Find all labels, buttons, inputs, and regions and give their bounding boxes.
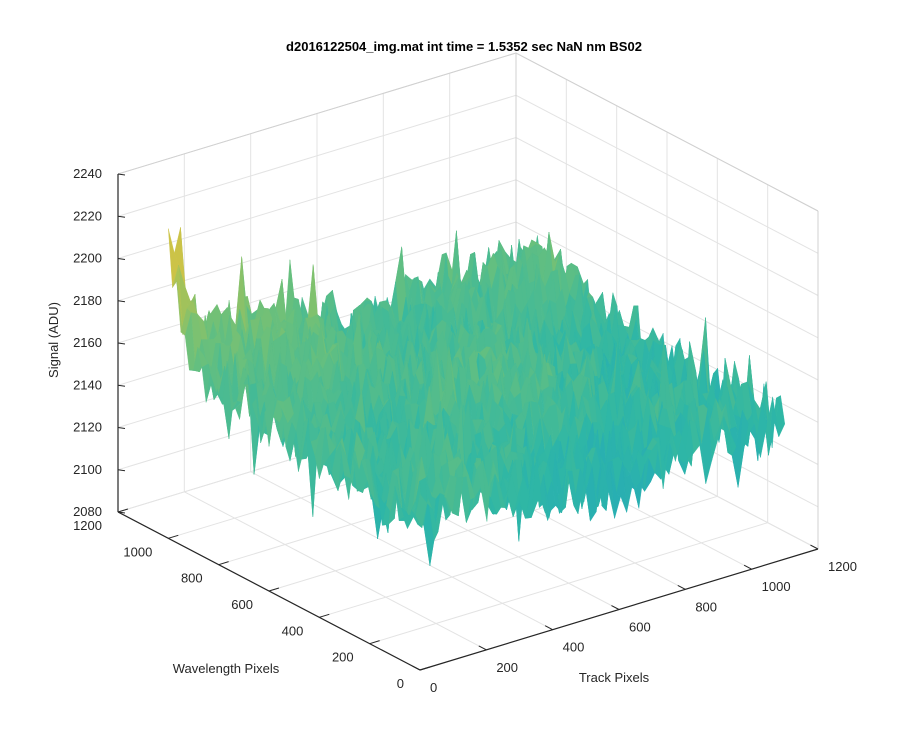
surface-mesh [168,227,786,566]
z-tick-label: 2080 [73,504,102,519]
tick-labels: 0 200 400 600 800 1000 1200 0 200 400 600 800 1000 12… [73,166,857,695]
z-tick-label: 2120 [73,420,102,435]
z-axis-label: Signal (ADU) [46,302,61,378]
y-tick [168,534,179,539]
x-tick-label: 200 [496,660,518,675]
chart-title: d2016122504_img.mat int time = 1.5352 se… [286,39,642,54]
x-tick [743,564,752,570]
floor-grid-y [319,495,718,618]
z-tick [117,258,126,260]
z-tick [117,427,126,429]
x-tick-label: 800 [695,599,717,614]
y-tick-label: 400 [282,623,304,638]
y-axis-label: Wavelength Pixels [173,661,280,676]
x-tick [611,605,620,610]
x-tick [412,665,421,671]
z-tick [117,384,126,387]
tick-marks [117,173,819,671]
y-tick [369,640,380,645]
x-tick-label: 1000 [762,579,791,594]
y-tick-label: 600 [231,597,253,612]
y-tick-label: 200 [332,650,354,665]
x-tick [810,544,819,550]
z-tick-label: 2160 [73,335,102,350]
z-tick [117,173,126,176]
z-tick [117,469,126,472]
floor-grid-y [369,522,768,645]
z-tick [117,215,126,218]
x-tick [478,645,487,651]
x-tick-label: 600 [629,620,651,635]
x-tick-label: 400 [563,640,585,655]
y-tick-label: 0 [397,676,404,691]
y-tick [419,666,431,671]
y-tick [218,561,229,566]
x-tick-label: 1200 [828,559,857,574]
z-tick [117,511,126,514]
x-axis-label: Track Pixels [579,670,650,685]
y-tick-label: 800 [181,571,203,586]
z-tick [117,342,126,345]
z-tick-label: 2240 [73,166,102,181]
z-tick-label: 2100 [73,462,102,477]
z-tick-label: 2180 [73,293,102,308]
y-tick-label: 1200 [73,518,102,533]
surface-patch [415,493,427,529]
y-tick [268,587,280,592]
z-tick-label: 2220 [73,208,102,223]
x-tick [544,625,553,631]
x-tick-label: 0 [430,680,437,695]
y-tick [319,613,330,618]
z-tick-label: 2200 [73,251,102,266]
x-tick [677,584,686,590]
z-tick [117,300,126,303]
y-tick [117,508,129,513]
z-tick-label: 2140 [73,377,102,392]
y-tick-label: 1000 [123,544,152,559]
